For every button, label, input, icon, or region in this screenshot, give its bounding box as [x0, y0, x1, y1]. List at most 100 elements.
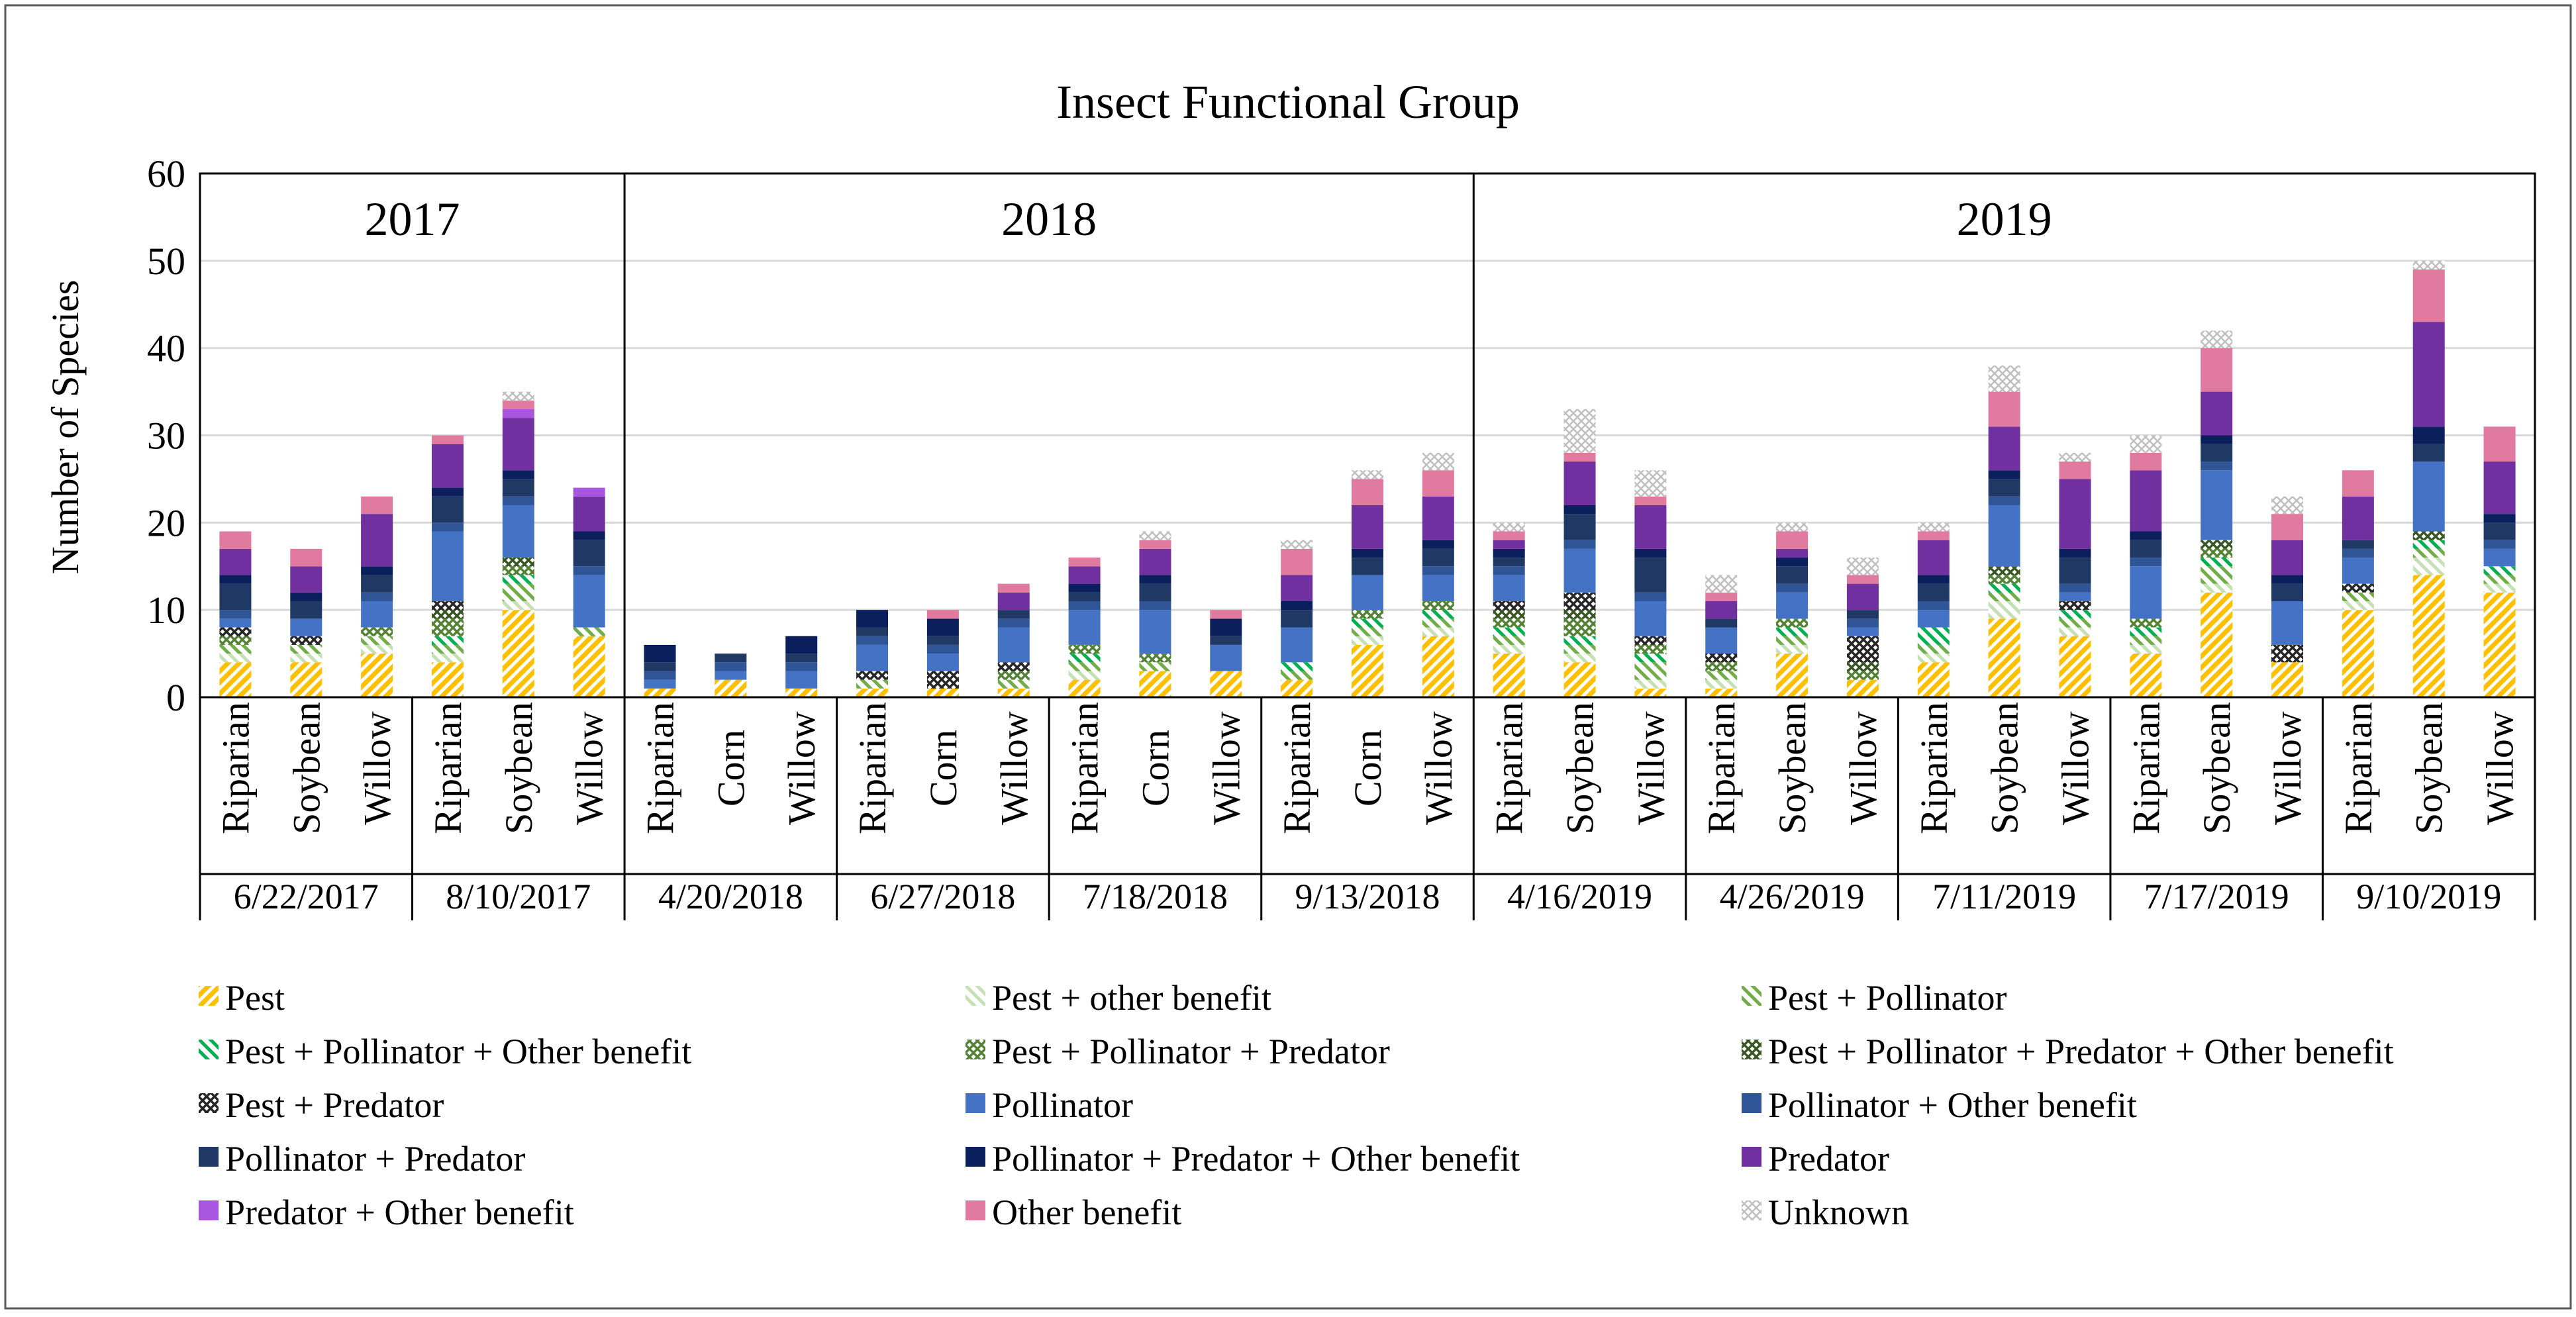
legend-label: Pollinator + Predator + Other benefit [992, 1139, 1520, 1179]
bar-segment-pollinator [1634, 601, 1667, 636]
bar-segment-pest-plus-pollinator-plus-other-benefit [1634, 654, 1667, 663]
bar-segment-other-benefit [1493, 531, 1525, 540]
bar-segment-pest-plus-pollinator-plus-other-benefit [1422, 610, 1454, 619]
bar-segment-unknown [1352, 470, 1383, 479]
bar-segment-other-benefit [1846, 575, 1879, 584]
bar-segment-pest-plus-pollinator-plus-predator [2130, 618, 2162, 628]
bar-segment-pest-plus-pollinator-plus-predator-plus-other-benefit [1988, 566, 2020, 575]
bar-segment-pollinator-plus-other-benefit [715, 662, 747, 671]
bar-segment-other-benefit [1139, 540, 1171, 549]
bar-segment-pollinator-plus-predator [2342, 540, 2374, 549]
date-label: 4/16/2019 [1507, 877, 1652, 916]
bar-segment-pollinator [1422, 575, 1454, 601]
legend-item-pest[interactable]: Pest [199, 978, 285, 1018]
bar-segment-pest-plus-pollinator [1493, 636, 1525, 645]
legend-swatch [1742, 986, 1761, 1006]
date-label: 7/17/2019 [2144, 877, 2289, 916]
bar-segment-pollinator-plus-predator-plus-other-benefit [1281, 601, 1313, 610]
legend-item-other-benefit[interactable]: Other benefit [966, 1193, 1181, 1232]
bar-stack-27 [2059, 452, 2091, 697]
bar-stack-12 [997, 583, 1030, 697]
bar-segment-pollinator-plus-predator [2130, 540, 2162, 558]
legend-item-pest-plus-pollinator-plus-predator[interactable]: Pest + Pollinator + Predator [966, 1032, 1390, 1071]
bar-segment-unknown [2059, 452, 2091, 462]
bar-segment-pollinator-plus-predator-plus-other-benefit [361, 566, 393, 575]
bar-segment-pest-plus-pollinator-plus-predator-plus-other-benefit [1563, 610, 1596, 619]
legend-item-pollinator-plus-predator[interactable]: Pollinator + Predator [199, 1139, 525, 1179]
x-tick-label: Soybean [2195, 702, 2238, 834]
bar-segment-pest-plus-predator [1563, 592, 1596, 610]
x-tick-label: Soybean [1559, 702, 1602, 834]
x-tick-label: Willow [2266, 711, 2309, 825]
legend-item-pollinator[interactable]: Pollinator [966, 1085, 1133, 1125]
bar-segment-pest-plus-pollinator-plus-other-benefit [2483, 566, 2516, 575]
bar-segment-pest-plus-other-benefit [502, 601, 534, 610]
bar-segment-pollinator-plus-other-benefit [1493, 566, 1525, 575]
bar-segment-pest-plus-pollinator-plus-predator [1634, 644, 1667, 654]
legend-label: Pest + Pollinator + Predator + Other ben… [1768, 1032, 2394, 1071]
legend-item-pest-plus-pollinator[interactable]: Pest + Pollinator [1742, 978, 2006, 1018]
bar-segment-pollinator [431, 531, 464, 601]
x-tick-label: Riparian [851, 702, 894, 834]
y-tick-label: 10 [147, 589, 185, 632]
bar-segment-pollinator-plus-other-benefit [1846, 618, 1879, 628]
bar-segment-pest [1352, 644, 1383, 697]
legend-item-pest-plus-predator[interactable]: Pest + Predator [199, 1085, 444, 1125]
bar-segment-predator [1139, 548, 1171, 575]
bar-segment-pollinator-plus-predator-plus-other-benefit [573, 531, 605, 540]
legend-item-predator-plus-other-benefit[interactable]: Predator + Other benefit [199, 1193, 574, 1232]
bar-segment-predator [997, 592, 1030, 610]
bar-segment-pest [573, 636, 605, 697]
legend-swatch [966, 1200, 985, 1220]
bar-segment-predator [1988, 426, 2020, 471]
bar-stack-1 [219, 531, 252, 697]
bar-segment-predator [1634, 505, 1667, 549]
bar-stack-5 [502, 391, 534, 697]
legend-swatch [199, 1040, 219, 1059]
legend-item-pest-plus-other-benefit[interactable]: Pest + other benefit [966, 978, 1271, 1018]
bar-segment-predator [1563, 462, 1596, 505]
bar-stack-28 [2130, 435, 2162, 697]
x-tick-label: Willow [2479, 711, 2522, 825]
bar-segment-pest [715, 679, 747, 697]
bar-segment-pest-plus-predator [2271, 644, 2304, 663]
bar-segment-pollinator-plus-predator [2201, 444, 2233, 462]
legend-item-pollinator-plus-predator-plus-other-benefit[interactable]: Pollinator + Predator + Other benefit [966, 1139, 1520, 1179]
bar-segment-pest [431, 662, 464, 697]
bar-segment-predator [2342, 496, 2374, 540]
bar-segment-predator-plus-other-benefit [573, 487, 605, 497]
legend-label: Pest [225, 978, 285, 1018]
bar-segment-other-benefit [2342, 470, 2374, 497]
bar-segment-pest-plus-pollinator-plus-other-benefit [1068, 654, 1101, 663]
legend-item-pest-plus-pollinator-plus-predator-plus-other-benefit[interactable]: Pest + Pollinator + Predator + Other ben… [1742, 1032, 2394, 1071]
bar-segment-pollinator [856, 644, 889, 671]
bar-segment-pest-plus-pollinator-plus-predator [997, 671, 1030, 680]
bar-segment-predator [290, 566, 322, 593]
bar-segment-pest [1705, 688, 1738, 697]
bar-segment-pest-plus-pollinator-plus-other-benefit [1352, 618, 1383, 628]
bar-segment-pest-plus-pollinator-plus-predator [361, 627, 393, 636]
bar-segment-pollinator [1352, 575, 1383, 610]
y-axis-label: Number of Species [44, 280, 87, 575]
legend-item-unknown[interactable]: Unknown [1742, 1193, 1909, 1232]
bar-segment-predator [1493, 540, 1525, 549]
date-label: 4/20/2018 [658, 877, 803, 916]
bar-segment-other-benefit [1352, 479, 1383, 505]
legend-item-predator[interactable]: Predator [1742, 1139, 1889, 1179]
bar-segment-pest-plus-pollinator [431, 644, 464, 654]
bar-segment-pest-plus-other-benefit [290, 654, 322, 663]
year-label: 2017 [365, 193, 460, 246]
bar-segment-pollinator-plus-predator-plus-other-benefit [2483, 514, 2516, 523]
date-label: 9/10/2019 [2356, 877, 2501, 916]
bar-segment-unknown [1493, 522, 1525, 532]
bar-segment-pollinator-plus-other-benefit [1068, 601, 1101, 610]
x-tick-label: Willow [1842, 711, 1885, 825]
bar-segment-pest-plus-pollinator [2130, 636, 2162, 645]
legend-item-pest-plus-pollinator-plus-other-benefit[interactable]: Pest + Pollinator + Other benefit [199, 1032, 691, 1071]
bar-segment-pest-plus-pollinator-plus-other-benefit [1281, 662, 1313, 671]
bar-segment-pest-plus-other-benefit [1493, 644, 1525, 654]
bar-segment-other-benefit [219, 531, 252, 549]
legend-item-pollinator-plus-other-benefit[interactable]: Pollinator + Other benefit [1742, 1085, 2137, 1125]
